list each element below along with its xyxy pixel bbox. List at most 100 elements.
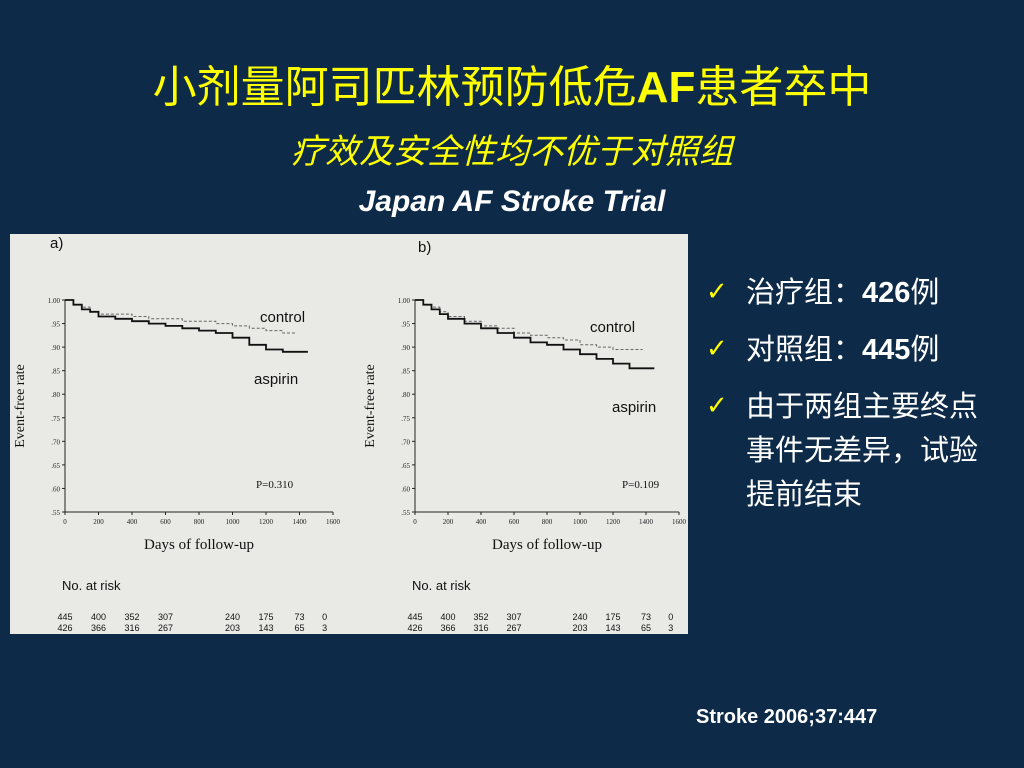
p-value: P=0.310 bbox=[256, 479, 294, 491]
y-tick-label: .80 bbox=[401, 391, 410, 399]
trial-name: Japan AF Stroke Trial bbox=[358, 185, 666, 218]
x-tick-label: 0 bbox=[63, 518, 67, 526]
y-tick-label: .70 bbox=[401, 438, 410, 446]
citation: Stroke 2006;37:447 bbox=[696, 706, 878, 728]
risk-cell: 426 bbox=[57, 623, 72, 633]
y-tick-label: .55 bbox=[401, 509, 410, 517]
risk-cell: 73 bbox=[641, 612, 651, 622]
x-tick-label: 1600 bbox=[326, 518, 341, 526]
x-tick-label: 400 bbox=[476, 518, 487, 526]
slide-subtitle: 疗效及安全性均不优于对照组 bbox=[291, 132, 733, 172]
panel-label: b) bbox=[418, 239, 431, 256]
figure-background bbox=[10, 234, 688, 634]
risk-table-label: No. at risk bbox=[412, 578, 471, 593]
risk-cell: 3 bbox=[668, 623, 673, 633]
y-tick-label: .90 bbox=[401, 344, 410, 352]
x-tick-label: 1200 bbox=[606, 518, 621, 526]
km-curve-aspirin bbox=[415, 299, 655, 370]
km-figure: a)1.00.95.90.85.80.75.70.65.60.550 200 400… bbox=[10, 234, 688, 634]
y-tick-label: .65 bbox=[401, 462, 410, 470]
check-icon: ✓ bbox=[706, 391, 728, 421]
bullet-text: 对照组：445例 bbox=[746, 332, 940, 366]
risk-cell: 143 bbox=[258, 623, 273, 633]
y-tick-label: 1.00 bbox=[48, 297, 61, 305]
check-icon: ✓ bbox=[706, 277, 728, 307]
y-tick-label: 1.00 bbox=[398, 297, 411, 305]
risk-cell: 400 bbox=[91, 612, 106, 622]
risk-cell: 307 bbox=[158, 612, 173, 622]
bullet-control: ✓ 对照组：445例 bbox=[706, 327, 1006, 372]
x-tick-label: 1400 bbox=[293, 518, 308, 526]
x-tick-label: 1400 bbox=[639, 518, 654, 526]
x-tick-label: 200 bbox=[93, 518, 104, 526]
risk-cell: 73 bbox=[294, 612, 304, 622]
p-value: P=0.109 bbox=[622, 479, 660, 491]
y-axis-label: Event-free rate bbox=[363, 364, 378, 448]
risk-cell: 352 bbox=[473, 612, 488, 622]
risk-cell: 445 bbox=[57, 612, 72, 622]
km-curve-control bbox=[415, 299, 643, 350]
risk-cell: 400 bbox=[440, 612, 455, 622]
risk-cell: 307 bbox=[506, 612, 521, 622]
check-icon: ✓ bbox=[706, 334, 728, 364]
x-tick-label: 800 bbox=[194, 518, 205, 526]
y-tick-label: .65 bbox=[51, 462, 60, 470]
y-tick-label: .60 bbox=[401, 485, 410, 493]
y-tick-label: .55 bbox=[51, 509, 60, 517]
y-tick-label: .95 bbox=[51, 321, 60, 329]
y-tick-label: .75 bbox=[401, 415, 410, 423]
y-tick-label: .85 bbox=[401, 368, 410, 376]
risk-cell: 426 bbox=[407, 623, 422, 633]
x-tick-label: 200 bbox=[443, 518, 454, 526]
x-tick-label: 1200 bbox=[259, 518, 274, 526]
risk-cell: 240 bbox=[225, 612, 240, 622]
risk-table-label: No. at risk bbox=[62, 578, 121, 593]
title-af: AF bbox=[636, 63, 696, 112]
series-label-aspirin: aspirin bbox=[254, 371, 298, 388]
y-tick-label: .90 bbox=[51, 344, 60, 352]
panel-b: b)1.00.95.90.85.80.75.70.65.60.550 200 400… bbox=[363, 239, 687, 633]
risk-cell: 175 bbox=[605, 612, 620, 622]
x-tick-label: 400 bbox=[127, 518, 138, 526]
y-tick-label: .80 bbox=[51, 391, 60, 399]
bullet-list: ✓ 治疗组：426例 ✓ 对照组：445例 ✓ 由于两组主要终点事件无差异，试验… bbox=[706, 270, 1006, 528]
y-tick-label: .60 bbox=[51, 485, 60, 493]
risk-cell: 267 bbox=[158, 623, 173, 633]
risk-cell: 352 bbox=[124, 612, 139, 622]
risk-cell: 203 bbox=[225, 623, 240, 633]
y-tick-label: .70 bbox=[51, 438, 60, 446]
bullet-treatment: ✓ 治疗组：426例 bbox=[706, 270, 1006, 315]
risk-cell: 366 bbox=[91, 623, 106, 633]
y-tick-label: .85 bbox=[51, 368, 60, 376]
x-tick-label: 0 bbox=[413, 518, 417, 526]
y-axis-label: Event-free rate bbox=[13, 364, 28, 448]
x-tick-label: 800 bbox=[542, 518, 553, 526]
risk-cell: 445 bbox=[407, 612, 422, 622]
bullet-text: 由于两组主要终点事件无差异，试验提前结束 bbox=[746, 389, 979, 511]
risk-cell: 175 bbox=[258, 612, 273, 622]
title-part-2: 患者卒中 bbox=[695, 62, 872, 113]
risk-cell: 65 bbox=[294, 623, 304, 633]
series-label-control: control bbox=[260, 309, 305, 326]
series-label-aspirin: aspirin bbox=[612, 399, 656, 416]
series-label-control: control bbox=[590, 319, 635, 336]
panel-label: a) bbox=[50, 235, 63, 252]
risk-cell: 203 bbox=[572, 623, 587, 633]
y-tick-label: .95 bbox=[401, 321, 410, 329]
y-tick-label: .75 bbox=[51, 415, 60, 423]
x-tick-label: 1000 bbox=[573, 518, 588, 526]
risk-cell: 316 bbox=[124, 623, 139, 633]
x-tick-label: 600 bbox=[509, 518, 520, 526]
x-axis-label: Days of follow-up bbox=[144, 537, 254, 553]
risk-cell: 240 bbox=[572, 612, 587, 622]
x-axis-label: Days of follow-up bbox=[492, 537, 602, 553]
km-curve-aspirin bbox=[65, 299, 308, 353]
bullet-stopped: ✓ 由于两组主要终点事件无差异，试验提前结束 bbox=[706, 384, 1006, 516]
bullet-text: 治疗组：426例 bbox=[746, 275, 940, 309]
risk-cell: 316 bbox=[473, 623, 488, 633]
risk-cell: 0 bbox=[668, 612, 673, 622]
risk-cell: 143 bbox=[605, 623, 620, 633]
risk-cell: 65 bbox=[641, 623, 651, 633]
risk-cell: 366 bbox=[440, 623, 455, 633]
slide-title: 小剂量阿司匹林预防低危AF患者卒中 bbox=[0, 60, 1024, 116]
